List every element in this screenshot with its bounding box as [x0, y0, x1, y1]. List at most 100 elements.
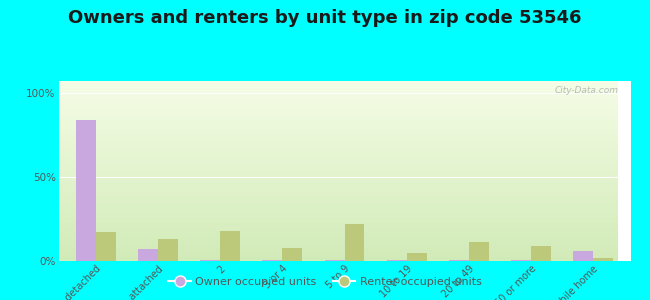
Bar: [58, 142, 618, 144]
Bar: [58, 140, 618, 142]
Text: City-Data.com: City-Data.com: [555, 86, 619, 95]
Bar: [58, 101, 618, 103]
Bar: [58, 245, 618, 247]
Bar: [58, 223, 618, 225]
Bar: [58, 104, 618, 106]
Text: Owners and renters by unit type in zip code 53546: Owners and renters by unit type in zip c…: [68, 9, 582, 27]
Bar: [324, 260, 345, 261]
Bar: [58, 211, 618, 212]
Bar: [58, 205, 618, 207]
Bar: [58, 257, 618, 259]
Bar: [58, 94, 618, 95]
Bar: [58, 112, 618, 113]
Bar: [58, 230, 618, 232]
Bar: [58, 259, 618, 261]
Bar: [58, 234, 618, 236]
Bar: [58, 248, 618, 250]
Bar: [58, 212, 618, 214]
Bar: [76, 120, 96, 261]
Bar: [58, 113, 618, 115]
Legend: Owner occupied units, Renter occupied units: Owner occupied units, Renter occupied un…: [164, 273, 486, 291]
Bar: [58, 146, 618, 148]
Bar: [58, 238, 618, 239]
Bar: [58, 187, 618, 189]
Bar: [58, 221, 618, 223]
Bar: [138, 249, 158, 261]
Bar: [58, 86, 618, 88]
Bar: [58, 200, 618, 202]
Bar: [58, 216, 618, 218]
Bar: [58, 243, 618, 245]
Bar: [58, 196, 618, 198]
Bar: [58, 81, 618, 83]
Bar: [263, 260, 282, 261]
Bar: [58, 117, 618, 119]
Bar: [58, 121, 618, 122]
Bar: [58, 97, 618, 99]
Bar: [58, 90, 618, 92]
Bar: [593, 259, 613, 261]
Bar: [58, 214, 618, 216]
Bar: [282, 248, 302, 261]
Bar: [58, 149, 618, 151]
Bar: [58, 119, 618, 121]
Bar: [58, 194, 618, 196]
Bar: [469, 242, 489, 261]
Bar: [387, 260, 407, 261]
Bar: [158, 239, 178, 261]
Bar: [58, 92, 618, 94]
Bar: [58, 164, 618, 166]
Bar: [58, 178, 618, 180]
Bar: [58, 207, 618, 209]
Bar: [58, 241, 618, 243]
Bar: [58, 106, 618, 108]
Bar: [58, 247, 618, 248]
Bar: [58, 184, 618, 185]
Bar: [407, 253, 426, 261]
Bar: [58, 176, 618, 178]
Bar: [58, 95, 618, 97]
Bar: [58, 153, 618, 155]
Bar: [58, 209, 618, 211]
Bar: [58, 85, 618, 86]
Bar: [58, 103, 618, 104]
Bar: [58, 254, 618, 256]
Bar: [58, 225, 618, 227]
Bar: [58, 252, 618, 254]
Bar: [58, 250, 618, 252]
Bar: [58, 189, 618, 191]
Bar: [58, 185, 618, 187]
Bar: [58, 128, 618, 130]
Bar: [58, 162, 618, 164]
Bar: [58, 133, 618, 135]
Bar: [344, 224, 365, 261]
Bar: [58, 229, 618, 230]
Bar: [58, 108, 618, 110]
Bar: [58, 160, 618, 162]
Bar: [511, 260, 531, 261]
Bar: [58, 148, 618, 149]
Bar: [58, 157, 618, 158]
Bar: [58, 166, 618, 167]
Bar: [58, 171, 618, 173]
Bar: [58, 173, 618, 175]
Bar: [58, 137, 618, 139]
Bar: [58, 182, 618, 184]
Bar: [96, 232, 116, 261]
Bar: [58, 130, 618, 131]
Bar: [220, 231, 240, 261]
Bar: [58, 180, 618, 182]
Bar: [58, 167, 618, 169]
Bar: [58, 202, 618, 203]
Bar: [58, 131, 618, 133]
Bar: [58, 236, 618, 238]
Bar: [58, 144, 618, 146]
Bar: [531, 246, 551, 261]
Bar: [58, 256, 618, 257]
Bar: [58, 124, 618, 126]
Bar: [58, 151, 618, 153]
Bar: [58, 158, 618, 160]
Bar: [449, 260, 469, 261]
Bar: [58, 203, 618, 205]
Bar: [58, 122, 618, 124]
